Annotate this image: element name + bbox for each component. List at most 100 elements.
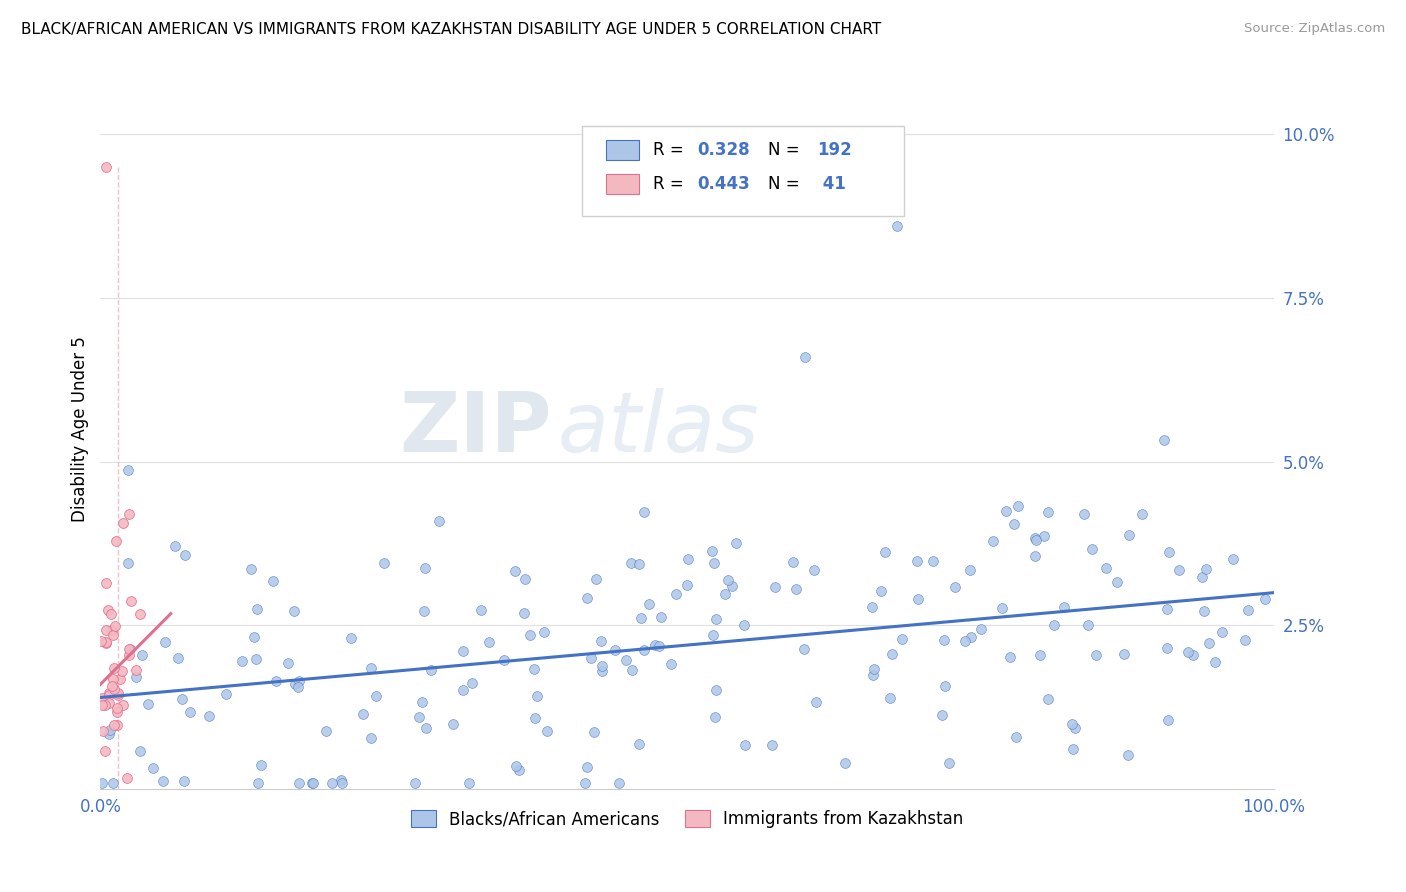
Point bbox=[803, 563, 825, 577]
Text: R =: R = bbox=[654, 175, 689, 193]
Point bbox=[513, 606, 536, 620]
Point bbox=[1130, 508, 1153, 522]
Point bbox=[277, 656, 299, 670]
Point bbox=[1064, 721, 1087, 735]
Point bbox=[1029, 648, 1052, 662]
Point bbox=[579, 651, 602, 665]
Point bbox=[413, 561, 436, 575]
Point bbox=[863, 662, 886, 676]
Point bbox=[329, 773, 352, 788]
Point bbox=[503, 564, 526, 578]
Point bbox=[589, 634, 612, 648]
Point bbox=[96, 635, 118, 649]
Point bbox=[457, 775, 479, 789]
Point bbox=[1156, 602, 1178, 616]
Point bbox=[678, 552, 700, 566]
Point bbox=[620, 556, 643, 570]
Point bbox=[373, 556, 395, 570]
Point bbox=[166, 651, 188, 665]
Point bbox=[717, 574, 740, 588]
Point bbox=[633, 505, 655, 519]
Point bbox=[247, 775, 270, 789]
Point bbox=[1204, 655, 1226, 669]
Point bbox=[614, 653, 637, 667]
Point bbox=[607, 775, 630, 789]
Point bbox=[103, 681, 125, 696]
Point bbox=[793, 642, 815, 657]
Point bbox=[96, 160, 118, 174]
Point bbox=[179, 705, 201, 719]
Point bbox=[733, 618, 755, 632]
Point bbox=[1032, 529, 1054, 543]
Point bbox=[794, 350, 817, 364]
Point bbox=[934, 679, 956, 693]
Point bbox=[931, 707, 953, 722]
Point bbox=[492, 653, 515, 667]
Point bbox=[302, 775, 325, 789]
Point bbox=[585, 573, 607, 587]
Point bbox=[659, 657, 682, 672]
Point bbox=[1038, 505, 1060, 519]
Point bbox=[163, 539, 186, 553]
Text: BLACK/AFRICAN AMERICAN VS IMMIGRANTS FROM KAZAKHSTAN DISABILITY AGE UNDER 5 CORR: BLACK/AFRICAN AMERICAN VS IMMIGRANTS FRO… bbox=[21, 22, 882, 37]
Text: ZIP: ZIP bbox=[399, 388, 553, 469]
Point bbox=[94, 624, 117, 638]
Point bbox=[94, 743, 117, 757]
Point bbox=[1024, 549, 1046, 563]
Point bbox=[98, 686, 121, 700]
Point bbox=[96, 576, 118, 591]
Point bbox=[136, 697, 159, 711]
Point bbox=[1198, 636, 1220, 650]
Text: R =: R = bbox=[654, 141, 689, 159]
Point bbox=[118, 642, 141, 657]
Point bbox=[519, 628, 541, 642]
Point bbox=[970, 622, 993, 636]
Point bbox=[1024, 531, 1046, 545]
Point bbox=[1043, 618, 1066, 632]
Point bbox=[91, 690, 114, 705]
Point bbox=[98, 696, 121, 710]
Y-axis label: Disability Age Under 5: Disability Age Under 5 bbox=[72, 336, 89, 522]
Point bbox=[1085, 648, 1108, 662]
Point bbox=[120, 594, 142, 608]
Point bbox=[582, 724, 605, 739]
Point bbox=[97, 688, 120, 702]
Point bbox=[239, 562, 262, 576]
Point bbox=[262, 574, 284, 588]
Point bbox=[1194, 603, 1216, 617]
Point bbox=[478, 635, 501, 649]
Point bbox=[804, 694, 827, 708]
Point bbox=[103, 718, 125, 732]
Point bbox=[704, 682, 727, 697]
Point bbox=[921, 554, 943, 568]
Point bbox=[98, 723, 121, 737]
Point bbox=[647, 639, 669, 653]
Point bbox=[676, 578, 699, 592]
Point bbox=[451, 644, 474, 658]
Point bbox=[90, 698, 112, 712]
Point bbox=[576, 760, 599, 774]
Point bbox=[1002, 516, 1025, 531]
Point bbox=[1237, 603, 1260, 617]
Text: Source: ZipAtlas.com: Source: ZipAtlas.com bbox=[1244, 22, 1385, 36]
Point bbox=[907, 591, 929, 606]
Point bbox=[991, 600, 1014, 615]
Point bbox=[301, 775, 323, 789]
Point bbox=[628, 558, 651, 572]
Point bbox=[461, 676, 484, 690]
Point bbox=[998, 650, 1021, 665]
Point bbox=[231, 654, 253, 668]
Point bbox=[591, 659, 613, 673]
Point bbox=[886, 219, 908, 233]
Point bbox=[1095, 561, 1118, 575]
Point bbox=[264, 674, 287, 689]
Point bbox=[1073, 507, 1095, 521]
Point bbox=[107, 686, 129, 700]
Point bbox=[603, 643, 626, 657]
Point bbox=[862, 667, 884, 681]
Point bbox=[118, 507, 141, 521]
Point bbox=[174, 548, 197, 562]
Point bbox=[1167, 564, 1189, 578]
Point bbox=[408, 710, 430, 724]
Point bbox=[105, 533, 128, 548]
